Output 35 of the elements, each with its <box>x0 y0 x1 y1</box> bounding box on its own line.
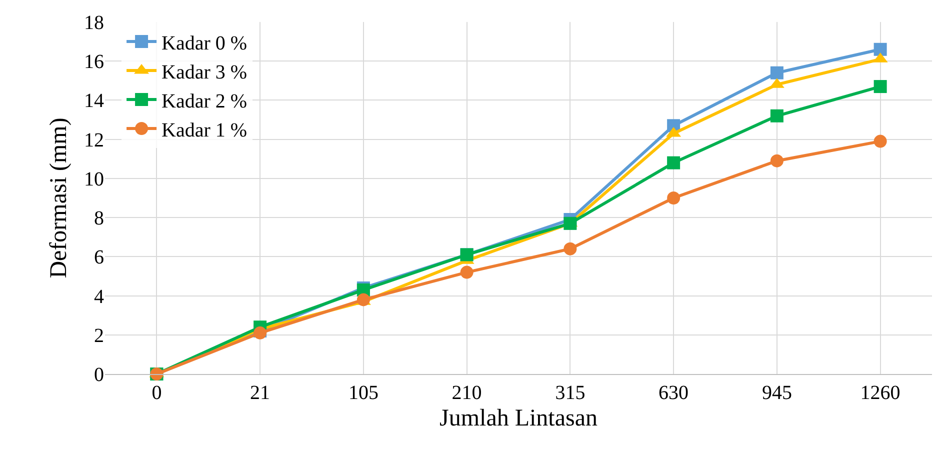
point <box>667 192 680 204</box>
y-axis-title: Deformasi (mm) <box>46 118 72 278</box>
point <box>874 42 887 56</box>
y-tick-label: 14 <box>84 90 104 112</box>
point <box>564 216 577 230</box>
legend-label: Kadar 2 % <box>162 90 248 112</box>
x-tick-label: 21 <box>250 382 270 404</box>
y-tick-label: 16 <box>84 51 104 74</box>
y-tick-label: 0 <box>94 364 104 386</box>
x-tick-label: 945 <box>762 382 792 404</box>
point <box>874 80 887 94</box>
point <box>667 156 680 170</box>
legend-label: Kadar 3 % <box>162 61 248 84</box>
legend-label: Kadar 1 % <box>162 119 248 142</box>
y-tick-label: 6 <box>94 246 104 269</box>
x-tick-label: 105 <box>348 382 378 404</box>
point <box>564 242 577 256</box>
y-tick-label: 18 <box>84 12 104 34</box>
point <box>770 154 784 168</box>
y-tick-label: 2 <box>94 324 104 347</box>
point <box>770 66 784 80</box>
x-tick-label: 210 <box>452 382 482 404</box>
point <box>770 109 784 122</box>
x-tick-label: 630 <box>658 382 689 404</box>
point <box>460 266 474 279</box>
y-tick-label: 10 <box>84 168 104 190</box>
x-tick-label: 1260 <box>860 382 900 404</box>
y-tick-label: 12 <box>84 129 104 152</box>
x-tick-label: 315 <box>555 382 586 404</box>
x-tick-label: 0 <box>152 382 162 404</box>
point <box>874 134 887 148</box>
y-tick-label: 8 <box>94 208 104 230</box>
y-tick-label: 4 <box>94 286 104 308</box>
legend-label: Kadar 0 % <box>162 32 248 54</box>
x-axis-title: Jumlah Lintasan <box>440 405 598 432</box>
